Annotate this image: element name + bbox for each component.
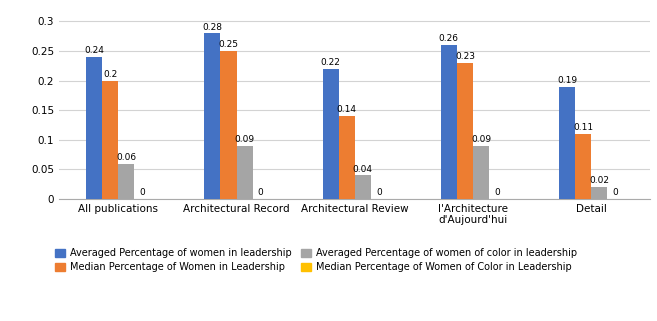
Bar [473, 146, 489, 199]
Text: 0.19: 0.19 [557, 76, 577, 85]
Text: 0: 0 [258, 188, 263, 197]
Text: 0.23: 0.23 [455, 52, 475, 61]
Text: 0: 0 [139, 188, 145, 197]
Bar [86, 57, 102, 199]
Text: 0.25: 0.25 [219, 40, 238, 49]
Text: 0.2: 0.2 [103, 70, 118, 79]
Text: 0: 0 [494, 188, 500, 197]
Bar [237, 146, 253, 199]
Bar [338, 116, 355, 199]
Bar [575, 134, 591, 199]
Bar [220, 51, 237, 199]
Bar [118, 163, 135, 199]
Text: 0.09: 0.09 [235, 135, 255, 144]
Text: 0.26: 0.26 [439, 34, 459, 43]
Bar [559, 87, 575, 199]
Bar [102, 81, 118, 199]
Bar [591, 187, 608, 199]
Text: 0.09: 0.09 [471, 135, 491, 144]
Text: 0.14: 0.14 [337, 105, 357, 114]
Text: 0.02: 0.02 [589, 177, 609, 186]
Legend: Averaged Percentage of women in leadership, Median Percentage of Women in Leader: Averaged Percentage of women in leadersh… [52, 246, 579, 275]
Bar [441, 45, 457, 199]
Text: 0.24: 0.24 [84, 46, 104, 55]
Text: 0.11: 0.11 [573, 123, 593, 132]
Text: 0: 0 [376, 188, 382, 197]
Text: 0: 0 [612, 188, 618, 197]
Bar [204, 33, 220, 199]
Bar [323, 69, 338, 199]
Text: 0.06: 0.06 [116, 153, 137, 162]
Text: 0.28: 0.28 [202, 22, 222, 31]
Text: 0.04: 0.04 [353, 165, 373, 174]
Bar [457, 63, 473, 199]
Text: 0.22: 0.22 [321, 58, 340, 67]
Bar [355, 175, 371, 199]
